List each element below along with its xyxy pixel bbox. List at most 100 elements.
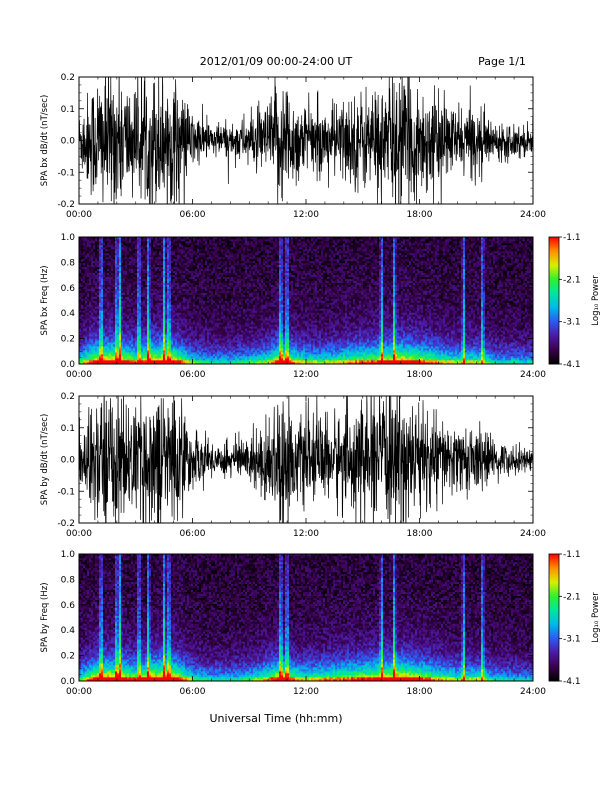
- spectrogram-cell: [105, 279, 107, 281]
- spectrogram-cell: [91, 356, 93, 358]
- spectrogram-cell: [109, 255, 111, 257]
- spectrogram-cell: [89, 267, 91, 269]
- spectrogram-cell: [93, 247, 95, 249]
- spectrogram-cell: [101, 271, 103, 273]
- spectrogram-cell: [105, 283, 107, 285]
- spectrogram-cell: [107, 334, 109, 336]
- spectrogram-cell: [113, 322, 115, 324]
- spectrogram-cell: [111, 279, 113, 281]
- spectrogram-cell: [111, 277, 113, 279]
- spectrogram-cell: [101, 320, 103, 322]
- spectrogram-cell: [83, 249, 85, 251]
- spectrogram-cell: [87, 289, 89, 291]
- spectrogram-cell: [83, 271, 85, 273]
- spectrogram-cell: [101, 342, 103, 344]
- spectrogram-cell: [91, 289, 93, 291]
- spectrogram-cell: [93, 281, 95, 283]
- spectrogram-cell: [95, 283, 97, 285]
- spectrogram-cell: [113, 261, 115, 263]
- spectrogram-cell: [123, 356, 125, 358]
- spectrogram-cell: [101, 326, 103, 328]
- spectrogram-cell: [123, 320, 125, 322]
- spectrogram-cell: [117, 243, 119, 245]
- spectrogram-cell: [87, 308, 89, 310]
- spectrogram-cell: [91, 247, 93, 249]
- spectrogram-cell: [87, 265, 89, 267]
- spectrogram-cell: [89, 358, 91, 360]
- spectrogram-cell: [113, 257, 115, 259]
- spectrogram-cell: [119, 308, 121, 310]
- spectrogram-cell: [87, 243, 89, 245]
- spectrogram-cell: [89, 350, 91, 352]
- spectrogram-cell: [103, 360, 105, 362]
- spectrogram-cell: [91, 326, 93, 328]
- spectrogram-cell: [87, 344, 89, 346]
- spectrogram-cell: [117, 326, 119, 328]
- spectrogram-cell: [99, 257, 101, 259]
- spectrogram-cell: [101, 308, 103, 310]
- spectrogram-cell: [123, 312, 125, 314]
- spectrogram-cell: [123, 259, 125, 261]
- spectrogram-cell: [109, 283, 111, 285]
- spectrogram-cell: [89, 263, 91, 265]
- spectrogram-cell: [99, 241, 101, 243]
- spectrogram-cell: [109, 277, 111, 279]
- spectrogram-cell: [115, 291, 117, 293]
- spectrogram-cell: [87, 332, 89, 334]
- spectrogram-cell: [85, 281, 87, 283]
- spectrogram-cell: [111, 267, 113, 269]
- spectrogram-cell: [91, 277, 93, 279]
- spectrogram-cell: [109, 322, 111, 324]
- spectrogram-cell: [105, 301, 107, 303]
- spectrogram-cell: [103, 279, 105, 281]
- spectrogram-cell: [119, 241, 121, 243]
- x-tick-label: 24:00: [520, 210, 546, 220]
- spectrogram-cell: [85, 293, 87, 295]
- spectrogram-cell: [115, 326, 117, 328]
- spectrogram-cell: [103, 249, 105, 251]
- spectrogram-cell: [109, 304, 111, 306]
- spectrogram-cell: [115, 304, 117, 306]
- spectrogram-cell: [115, 302, 117, 304]
- spectrogram-cell: [115, 320, 117, 322]
- spectrogram-cell: [111, 318, 113, 320]
- spectrogram-cell: [97, 302, 99, 304]
- spectrogram-cell: [83, 285, 85, 287]
- spectrogram-cell: [89, 326, 91, 328]
- spectrogram-cell: [121, 354, 123, 356]
- spectrogram-cell: [91, 302, 93, 304]
- spectrogram-cell: [81, 265, 83, 267]
- spectrogram-cell: [119, 271, 121, 273]
- spectrogram-cell: [121, 328, 123, 330]
- spectrogram-cell: [101, 338, 103, 340]
- spectrogram-cell: [85, 297, 87, 299]
- spectrogram-cell: [93, 263, 95, 265]
- spectrogram-cell: [107, 263, 109, 265]
- spectrogram-cell: [95, 249, 97, 251]
- spectrogram-cell: [97, 285, 99, 287]
- spectrogram-cell: [83, 267, 85, 269]
- spectrogram-cell: [95, 336, 97, 338]
- spectrogram-cell: [101, 330, 103, 332]
- spectrogram-cell: [83, 352, 85, 354]
- spectrogram-cell: [123, 354, 125, 356]
- spectrogram-cell: [95, 245, 97, 247]
- spectrogram-cell: [89, 322, 91, 324]
- spectrogram-cell: [117, 354, 119, 356]
- spectrogram-cell: [107, 265, 109, 267]
- spectrogram-cell: [101, 295, 103, 297]
- spectrogram-cell: [121, 334, 123, 336]
- spectrogram-cell: [101, 340, 103, 342]
- spectrogram-cell: [119, 277, 121, 279]
- spectrogram-cell: [99, 279, 101, 281]
- spectrogram-cell: [87, 251, 89, 253]
- spectrogram-cell: [123, 304, 125, 306]
- spectrogram-cell: [81, 348, 83, 350]
- spectrogram-cell: [85, 326, 87, 328]
- spectrogram-cell: [117, 283, 119, 285]
- spectrogram-cell: [111, 324, 113, 326]
- spectrogram-cell: [103, 330, 105, 332]
- spectrogram-cell: [81, 346, 83, 348]
- spectrogram-cell: [115, 269, 117, 271]
- spectrogram-cell: [89, 332, 91, 334]
